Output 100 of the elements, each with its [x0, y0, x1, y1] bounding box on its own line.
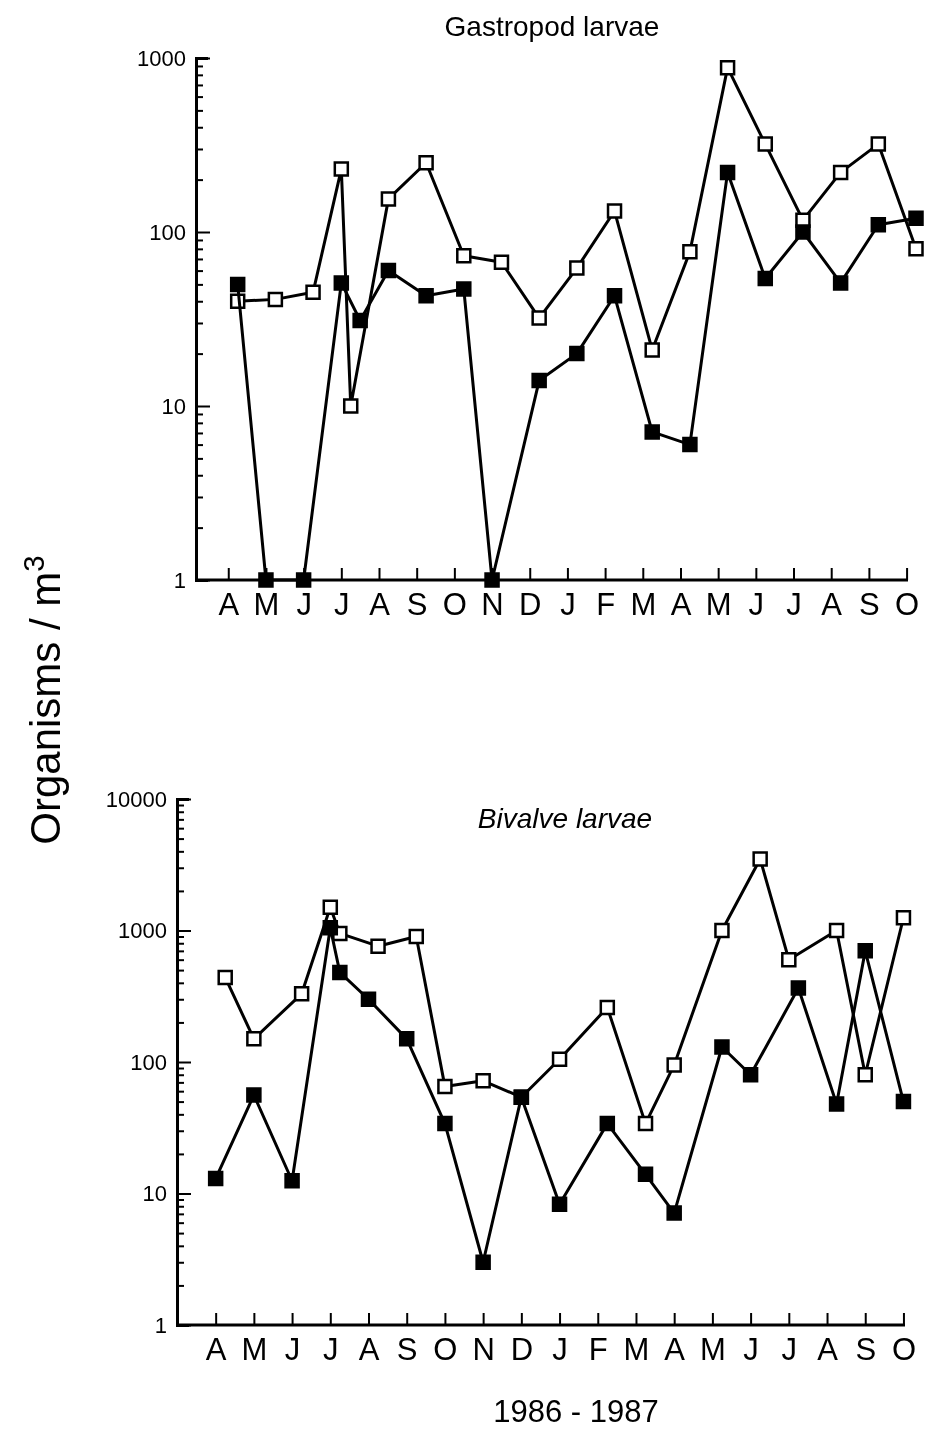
point [295, 572, 312, 588]
point [870, 136, 887, 152]
x-tick-label: F [596, 587, 616, 623]
point [551, 1196, 568, 1212]
x-tick-label: O [442, 587, 467, 623]
y-tick-label: 100 [130, 1049, 167, 1075]
x-axis-title: 1986 - 1987 [493, 1394, 659, 1429]
x-tick-label: S [855, 1332, 877, 1368]
y-tick-label: 1000 [137, 45, 186, 71]
point [380, 262, 397, 279]
x-tick-label: M [705, 587, 732, 623]
x-tick-label: J [323, 1332, 339, 1368]
x-tick-label: M [630, 587, 657, 623]
point [752, 851, 768, 867]
point [360, 991, 377, 1008]
x-tick-label: N [481, 587, 504, 623]
point [322, 919, 339, 936]
point [908, 210, 924, 226]
x-tick-label: J [334, 587, 350, 623]
x-tick-label: F [588, 1332, 608, 1368]
y-tick-label: 1 [173, 567, 186, 593]
x-tick-label: M [253, 587, 280, 623]
point [207, 1170, 224, 1187]
x-tick-label: O [433, 1332, 458, 1368]
point [714, 922, 730, 939]
point [637, 1115, 654, 1132]
point [828, 1096, 845, 1112]
x-tick-label: O [891, 1332, 917, 1368]
point [352, 312, 368, 329]
x-tick-label: J [552, 1332, 568, 1368]
x-tick-label: S [859, 587, 880, 623]
x-tick-label: A [664, 1332, 686, 1368]
point [908, 241, 924, 257]
point [332, 964, 348, 981]
point [267, 291, 284, 308]
x-tick-label: A [821, 587, 843, 623]
point [551, 1051, 568, 1067]
point [857, 943, 873, 959]
x-tick-label: J [560, 587, 576, 623]
y-tick-label: 10000 [105, 786, 167, 812]
y-tick-label: 100 [149, 219, 186, 245]
y-tick-label: 1 [154, 1312, 167, 1338]
point [305, 284, 321, 301]
point [895, 910, 912, 926]
point [456, 281, 472, 297]
point [757, 270, 774, 287]
x-tick-label: J [748, 587, 765, 623]
point [322, 899, 339, 916]
point [606, 203, 623, 219]
x-tick-label: A [218, 587, 240, 623]
point [644, 424, 660, 440]
point [217, 969, 233, 986]
point [666, 1205, 682, 1221]
point [644, 342, 660, 358]
point [333, 275, 350, 291]
x-tick-label: D [519, 587, 542, 623]
point [246, 1031, 262, 1047]
point [229, 276, 246, 293]
point [714, 1039, 730, 1055]
y-tick-label: 10 [142, 1181, 167, 1207]
point [380, 191, 397, 207]
x-tick-label: O [895, 587, 920, 623]
point [682, 244, 698, 260]
point [418, 288, 434, 304]
point [398, 1031, 415, 1047]
point [531, 372, 547, 389]
point [246, 1087, 262, 1103]
x-tick-label: D [510, 1332, 534, 1368]
point [293, 986, 310, 1002]
point [857, 1066, 873, 1083]
point [599, 999, 616, 1016]
point [606, 288, 623, 304]
point [493, 254, 510, 271]
x-tick-label: S [396, 1332, 418, 1368]
x-tick-label: J [781, 1332, 798, 1368]
x-tick-label: J [743, 1332, 759, 1368]
point [437, 1115, 453, 1132]
point [790, 980, 807, 996]
point [795, 224, 811, 240]
point [408, 928, 425, 945]
point [531, 310, 547, 326]
x-tick-label: M [699, 1332, 726, 1368]
point [437, 1078, 453, 1095]
point [370, 938, 386, 954]
point [484, 572, 500, 588]
x-tick-label: M [241, 1332, 268, 1368]
point [258, 572, 274, 588]
point [832, 164, 849, 181]
point [870, 217, 887, 233]
point [781, 951, 797, 968]
point [475, 1073, 491, 1089]
y-tick-label: 10 [161, 393, 186, 419]
y-tick-label: 1000 [118, 918, 167, 944]
point [757, 136, 774, 152]
point [666, 1057, 682, 1073]
point [569, 260, 585, 276]
point [828, 922, 845, 939]
x-tick-label: A [670, 587, 692, 623]
point [418, 155, 434, 171]
x-tick-label: N [472, 1332, 495, 1368]
